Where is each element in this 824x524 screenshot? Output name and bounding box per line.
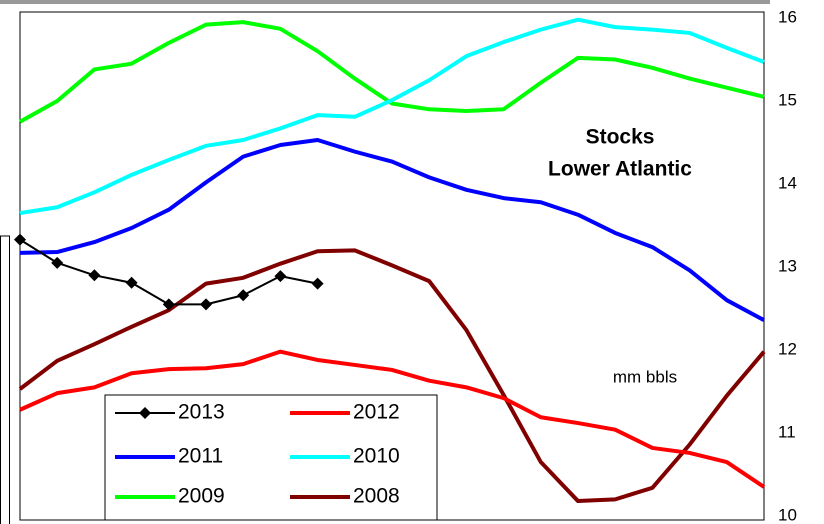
legend-label: 2008 <box>353 485 400 508</box>
marker <box>88 269 101 282</box>
series-line <box>19 20 765 124</box>
marker <box>237 289 250 302</box>
legend-label: 2011 <box>178 445 223 468</box>
chart-subtitle: Lower Atlantic <box>548 158 692 181</box>
y-tick-label: 10 <box>778 505 797 524</box>
y-tick-label: 14 <box>778 173 797 192</box>
y-tick-label: 13 <box>778 256 797 275</box>
legend-label: 2009 <box>178 485 225 508</box>
unit-label: mm bbls <box>613 367 677 386</box>
legend-label: 2013 <box>178 401 225 424</box>
marker <box>162 298 175 311</box>
top-bar <box>0 0 770 4</box>
y-tick-label: 12 <box>778 339 797 358</box>
marker <box>274 270 287 283</box>
legend-label: 2012 <box>353 401 400 424</box>
cropped-panel <box>0 235 10 524</box>
marker <box>14 233 26 246</box>
y-tick-label: 11 <box>778 422 796 441</box>
marker <box>125 276 138 289</box>
legend-marker <box>139 407 151 419</box>
series-line <box>19 17 765 216</box>
marker <box>51 256 64 269</box>
marker <box>311 277 324 290</box>
series-line <box>18 248 766 504</box>
series-line <box>19 138 765 322</box>
series-line <box>19 349 766 489</box>
marker <box>200 298 212 311</box>
y-tick-label: 16 <box>778 7 797 26</box>
y-tick-label: 15 <box>778 90 797 109</box>
chart-title: Stocks <box>586 126 655 149</box>
legend-label: 2010 <box>353 445 400 468</box>
